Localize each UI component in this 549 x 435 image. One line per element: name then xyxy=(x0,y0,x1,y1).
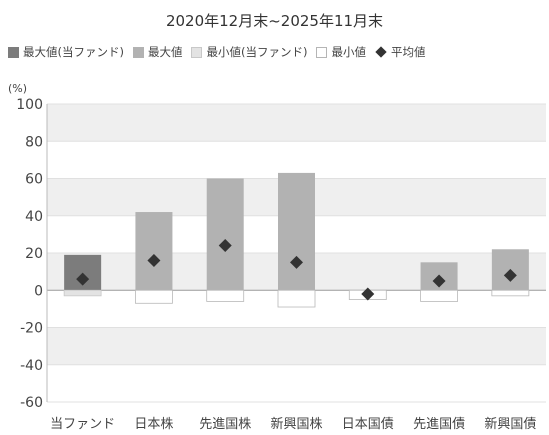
legend-swatch-min xyxy=(316,46,328,58)
y-tick-label: 20 xyxy=(25,246,43,262)
bar-min xyxy=(277,289,316,308)
y-tick-label: -40 xyxy=(20,358,43,374)
avg-marker xyxy=(76,272,90,286)
y-tick-label: -60 xyxy=(20,395,43,411)
bar-min xyxy=(206,289,245,302)
y-tick-label: 40 xyxy=(25,209,43,225)
avg-marker xyxy=(147,253,161,267)
chart-title: 2020年12月末~2025年11月末 xyxy=(165,12,384,30)
y-tick-label: 60 xyxy=(25,172,43,188)
band xyxy=(47,104,546,142)
legend-item-avg: 平均値 xyxy=(375,44,426,60)
bar-min xyxy=(491,289,530,297)
axes: 100 80 60 40 20 0 -20 -40 -60 当ファンド 日本株 先進国株 新興国株 日本国… xyxy=(16,97,536,432)
legend-item-fund-min: 最小値(当ファンド) xyxy=(191,44,307,60)
band xyxy=(47,327,546,365)
legend-swatch-fund-min xyxy=(191,46,203,58)
y-tick-label: -20 xyxy=(20,321,43,337)
bar-max xyxy=(135,212,173,291)
avg-marker xyxy=(361,287,375,301)
y-tick-label: 80 xyxy=(25,134,43,150)
legend-item-max: 最大値 xyxy=(132,44,183,60)
legend-label-min: 最小値 xyxy=(331,45,366,59)
y-axis-label: (%) xyxy=(8,82,27,95)
x-tick-label: 先進国株 xyxy=(199,417,251,432)
y-tick-label: 0 xyxy=(34,283,43,299)
y-tick-label: 100 xyxy=(16,97,43,113)
avg-marker xyxy=(432,274,446,288)
legend-label-max: 最大値 xyxy=(147,45,183,59)
x-tick-label: 先進国債 xyxy=(413,417,465,432)
bar-max xyxy=(278,172,315,291)
avg-marker xyxy=(290,255,303,269)
bar-max xyxy=(206,178,244,291)
x-tick-label: 当ファンド xyxy=(50,417,115,432)
x-tick-label: 新興国株 xyxy=(270,416,322,432)
legend-label-fund-max: 最大値(当ファンド) xyxy=(23,45,124,59)
legend-item-min: 最小値 xyxy=(316,44,366,60)
avg-marker xyxy=(503,268,517,282)
bar-min-fund xyxy=(63,289,102,297)
legend-swatch-fund-max xyxy=(8,46,19,58)
legend-label-fund-min: 最小値(当ファンド) xyxy=(206,45,308,59)
avg-marker xyxy=(218,239,232,253)
average-markers xyxy=(76,239,517,301)
bar-min xyxy=(135,289,173,304)
legend-item-fund-max: 最大値(当ファンド) xyxy=(8,44,124,60)
x-tick-label: 新興国債 xyxy=(484,416,536,432)
bar-min xyxy=(420,289,458,302)
x-tick-label: 日本国債 xyxy=(342,417,394,432)
legend: 最大値(当ファンド) 最大値 最小値(当ファンド) 最小値 平均値 xyxy=(8,44,548,60)
x-tick-label: 日本株 xyxy=(134,417,173,432)
legend-label-avg: 平均値 xyxy=(390,45,426,59)
legend-swatch-max xyxy=(132,46,144,58)
